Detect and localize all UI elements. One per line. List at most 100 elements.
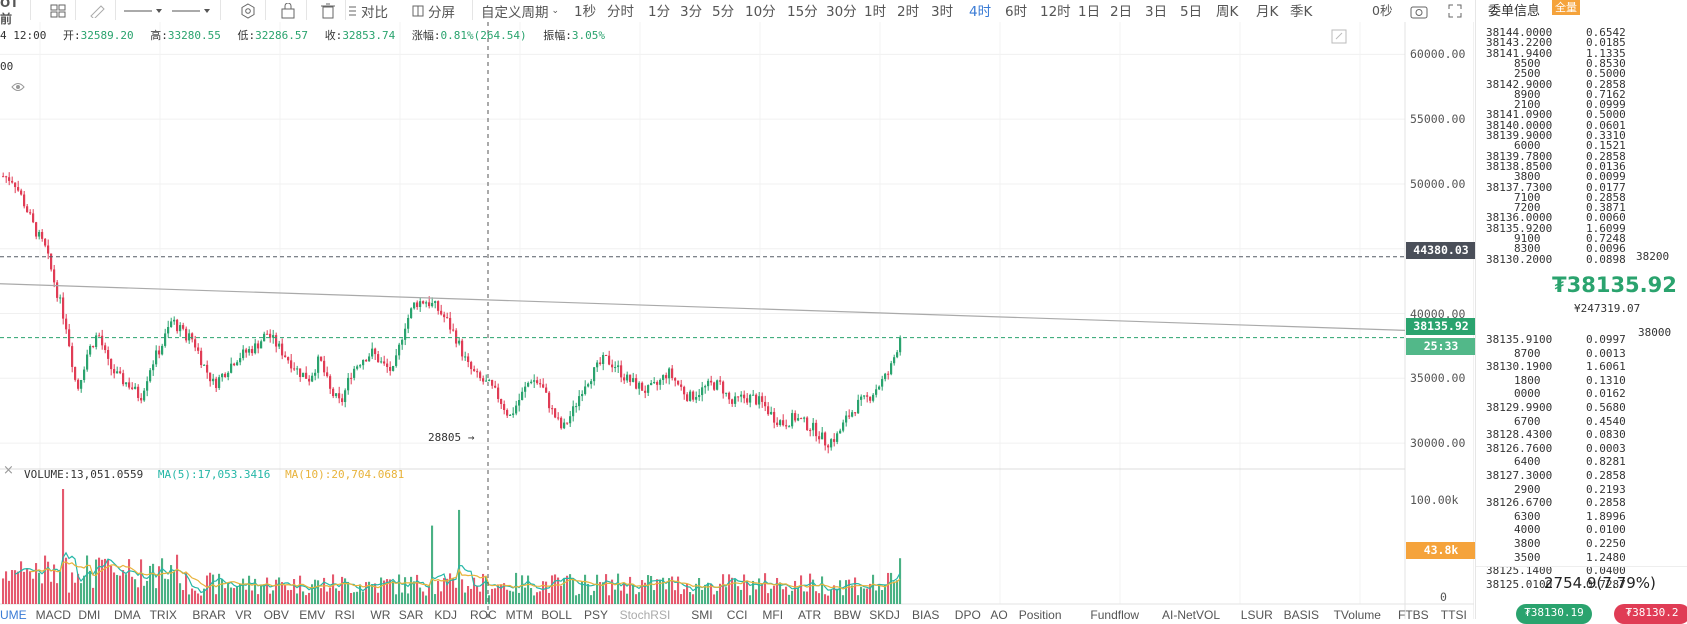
period-11[interactable]: 4时 [969,4,992,20]
period-4[interactable]: 5分 [712,4,735,20]
bid-price[interactable]: 38125.1400 [1486,564,1553,578]
indicator-tab-wr[interactable]: WR [370,608,391,622]
indicator-tab-obv[interactable]: OBV [263,608,289,622]
period-12[interactable]: 6时 [1005,4,1028,20]
chart-expand-icon[interactable] [1331,29,1347,44]
period-14[interactable]: 1日 [1078,4,1101,20]
trend-line[interactable] [0,283,1406,331]
indicator-tab-macd[interactable]: MACD [35,608,71,622]
bid-price[interactable]: 3800 [1514,537,1541,550]
bid-price[interactable]: 38135.9100 [1486,333,1553,346]
indicator-tab-fundflow[interactable]: Fundflow [1090,608,1140,622]
trash-icon[interactable] [318,0,338,22]
ask-price[interactable]: 8900 [1514,87,1541,101]
bid-price[interactable]: 0000 [1514,387,1541,401]
period-9[interactable]: 2时 [897,4,920,20]
symbol-label[interactable]: OT 前 [0,0,19,26]
custom-period-dropdown[interactable]: 自定义周期 ⌄ [481,0,559,22]
bid-price[interactable]: 3500 [1514,550,1541,564]
bid-price[interactable]: 38126.6700 [1486,496,1553,510]
ask-price[interactable]: 8300 [1514,242,1541,256]
indicator-tab-lsur[interactable]: LSUR [1240,608,1273,622]
ask-price[interactable]: 38141.0900 [1486,108,1553,122]
fullscreen-icon[interactable] [1444,0,1466,22]
period-2[interactable]: 1分 [648,4,671,20]
indicator-tab-ao[interactable]: AO [990,608,1008,622]
ask-price[interactable]: 2500 [1514,67,1541,81]
ask-price[interactable]: 38144.0000 [1486,26,1553,39]
indicator-tab-dpo[interactable]: DPO [954,608,981,622]
indicator-tab-dmi[interactable]: DMI [78,608,101,622]
indicator-tab-ai-netvol[interactable]: AI-NetVOL [1162,608,1221,622]
ask-price[interactable]: 8500 [1514,56,1541,70]
indicator-tab-brar[interactable]: BRAR [192,608,226,622]
ask-price[interactable]: 38136.0000 [1486,211,1553,225]
buy-button[interactable]: ₮38130.19 [1516,604,1592,624]
ask-price[interactable]: 2100 [1514,98,1541,112]
period-7[interactable]: 30分 [826,4,857,20]
period-3[interactable]: 3分 [680,4,703,20]
indicator-tab-emv[interactable]: EMV [299,608,326,622]
period-17[interactable]: 5日 [1180,4,1203,20]
bid-price[interactable]: 4000 [1514,523,1541,537]
indicator-tab-roc[interactable]: ROC [470,608,497,622]
indicator-tab-atr[interactable]: ATR [798,608,822,622]
indicator-tab-trix[interactable]: TRIX [149,608,177,622]
ask-price[interactable]: 38143.2200 [1486,36,1553,50]
settings-gear-icon[interactable] [238,0,258,22]
indicator-tab-mtm[interactable]: MTM [505,608,533,622]
camera-screenshot-icon[interactable] [1408,0,1430,22]
bid-price[interactable]: 1800 [1514,373,1541,387]
layout-grid-icon[interactable] [48,0,68,22]
indicator-tab-ttsi[interactable]: TTSI [1440,608,1467,622]
lock-icon[interactable] [278,0,298,22]
period-6[interactable]: 15分 [787,4,818,20]
period-19[interactable]: 月K [1256,4,1279,20]
indicator-tab-sar[interactable]: SAR [398,608,424,622]
ask-price[interactable]: 38139.9000 [1486,129,1553,142]
bid-price[interactable]: 38130.1900 [1486,360,1553,374]
indicator-tab-kdj[interactable]: KDJ [434,608,458,622]
bid-price[interactable]: 6700 [1514,414,1541,428]
indicator-tab-bbw[interactable]: BBW [833,608,861,622]
ask-price[interactable]: 38142.9000 [1486,77,1553,91]
ask-price[interactable]: 38139.7800 [1486,149,1553,163]
compare-button[interactable]: 对比 [348,0,388,22]
indicator-tab-bias[interactable]: BIAS [912,608,940,622]
ask-price[interactable]: 7200 [1514,201,1541,215]
split-screen-button[interactable]: 分屏 [412,0,455,22]
close-indicator-icon[interactable]: × [3,463,14,478]
bid-price[interactable]: 38125.0100 [1486,577,1553,591]
indicator-tab-rsi[interactable]: RSI [334,608,355,622]
bid-price[interactable]: 38128.4300 [1486,428,1553,442]
ask-price[interactable]: 38137.7300 [1486,180,1553,194]
bid-price[interactable]: 38127.3000 [1486,469,1553,482]
indicator-tab-cci[interactable]: CCI [726,608,748,622]
ask-price[interactable]: 7100 [1514,190,1541,204]
period-18[interactable]: 周K [1216,4,1239,20]
ask-price[interactable]: 38135.9200 [1486,221,1553,235]
bid-price[interactable]: 38129.9900 [1486,401,1553,414]
bid-price[interactable]: 8700 [1514,346,1541,360]
ask-price[interactable]: 38141.9400 [1486,46,1553,60]
line-style-dropdown[interactable] [122,0,164,22]
indicator-tab-smi[interactable]: SMI [691,608,713,622]
indicator-tab-mfi[interactable]: MFI [762,608,784,622]
indicator-tab-skdj[interactable]: SKDJ [869,608,900,622]
indicator-tab-psy[interactable]: PSY [584,608,609,622]
bid-price[interactable]: 6300 [1514,509,1541,523]
indicator-tab-boll[interactable]: BOLL [541,608,572,622]
indicator-tab-ume[interactable]: UME [0,608,27,622]
period-20[interactable]: 季K [1290,4,1313,20]
period-1[interactable]: 分时 [607,4,634,20]
line-width-dropdown[interactable] [170,0,212,22]
period-8[interactable]: 1时 [864,4,887,20]
sell-button[interactable]: ₮38130.2 [1614,604,1687,624]
bid-price[interactable]: 6400 [1514,455,1541,469]
pen-draw-icon[interactable] [88,0,108,22]
ask-price[interactable]: 38138.8500 [1486,159,1553,173]
bid-price[interactable]: 2900 [1514,482,1541,496]
ask-price[interactable]: 9100 [1514,232,1541,245]
indicator-tab-position[interactable]: Position [1018,608,1062,622]
period-5[interactable]: 10分 [745,4,776,20]
